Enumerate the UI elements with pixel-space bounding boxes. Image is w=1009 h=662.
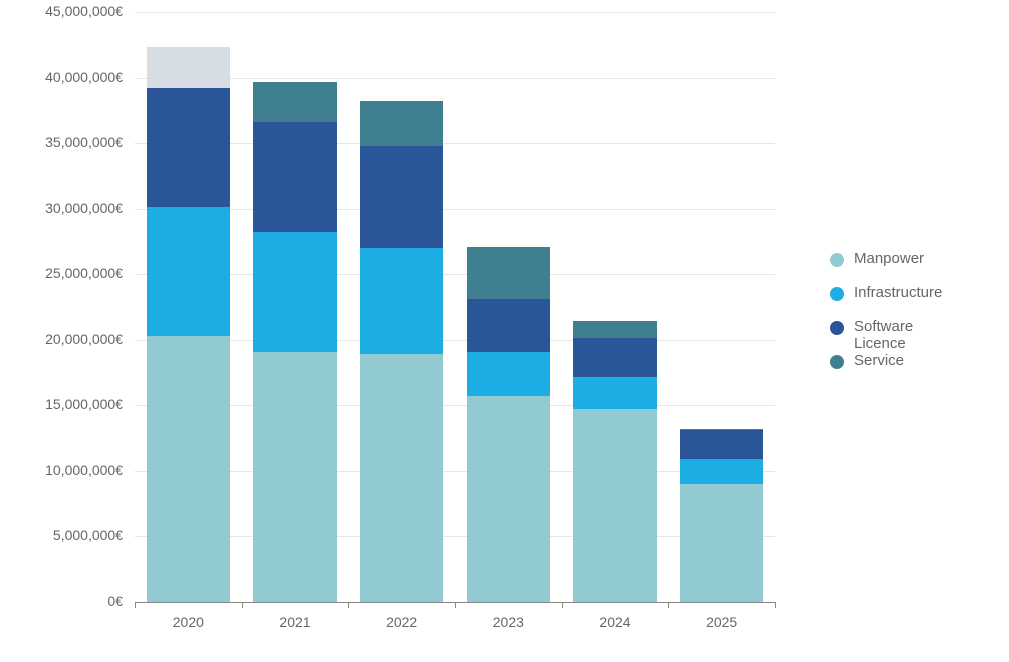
bar-group: [467, 247, 550, 602]
y-axis-label: 20,000,000€: [0, 331, 123, 347]
bar-segment-software_licence: [253, 122, 336, 232]
x-tick: [775, 602, 776, 608]
y-axis-label: 40,000,000€: [0, 69, 123, 85]
stacked-bar-chart: 0€ 5,000,000€ 10,000,000€ 15,000,000€ 20,000…: [0, 0, 1009, 662]
x-axis-label: 2022: [348, 614, 455, 630]
bar-segment-infrastructure: [467, 352, 550, 397]
gridline: [135, 471, 775, 472]
y-axis-label: 25,000,000€: [0, 265, 123, 281]
bar-segment-infrastructure: [253, 232, 336, 351]
x-axis-label: 2021: [242, 614, 349, 630]
bar-segment-manpower: [573, 409, 656, 602]
bar-segment-service: [360, 101, 443, 146]
bar-segment-manpower: [253, 352, 336, 602]
bar-segment-software_licence: [360, 146, 443, 248]
y-axis-label: 0€: [0, 593, 123, 609]
bar-segment-infrastructure: [573, 377, 656, 410]
bar-group: [680, 429, 763, 602]
bar-segment-software_licence: [680, 430, 763, 459]
bar-segment-service: [253, 82, 336, 123]
x-tick: [455, 602, 456, 608]
gridline: [135, 78, 775, 79]
bar-segment-manpower: [680, 484, 763, 602]
legend-swatch: [830, 253, 844, 267]
x-axis-label: 2020: [135, 614, 242, 630]
bar-group: [147, 47, 230, 602]
gridline: [135, 209, 775, 210]
x-axis-label: 2024: [562, 614, 669, 630]
bar-segment-manpower: [467, 396, 550, 602]
bar-segment-software_licence: [573, 338, 656, 376]
y-axis-label: 10,000,000€: [0, 462, 123, 478]
bar-segment-service: [573, 321, 656, 338]
legend-swatch: [830, 355, 844, 369]
legend-label: Software Licence: [854, 318, 913, 352]
y-axis-label: 30,000,000€: [0, 200, 123, 216]
bar-segment-service: [467, 247, 550, 299]
gridline: [135, 536, 775, 537]
bar-segment-other: [147, 47, 230, 88]
bar-segment-software_licence: [467, 299, 550, 351]
bar-group: [360, 101, 443, 602]
gridline: [135, 340, 775, 341]
legend-swatch: [830, 321, 844, 335]
y-axis-label: 35,000,000€: [0, 134, 123, 150]
x-axis-label: 2023: [455, 614, 562, 630]
bar-segment-infrastructure: [680, 459, 763, 484]
bar-segment-infrastructure: [147, 207, 230, 335]
bar-segment-service: [680, 429, 763, 430]
y-axis-label: 45,000,000€: [0, 3, 123, 19]
x-tick: [668, 602, 669, 608]
gridline: [135, 405, 775, 406]
legend-label: Infrastructure: [854, 284, 942, 301]
gridline: [135, 143, 775, 144]
y-axis-label: 15,000,000€: [0, 396, 123, 412]
bar-group: [253, 82, 336, 603]
x-tick: [242, 602, 243, 608]
gridline: [135, 274, 775, 275]
bar-segment-manpower: [147, 336, 230, 602]
bar-segment-infrastructure: [360, 248, 443, 354]
x-tick: [562, 602, 563, 608]
y-axis-label: 5,000,000€: [0, 527, 123, 543]
plot-area: 0€5,000,000€10,000,000€15,000,000€20,000…: [135, 12, 775, 602]
x-axis-label: 2025: [668, 614, 775, 630]
bar-segment-manpower: [360, 354, 443, 602]
legend-swatch: [830, 287, 844, 301]
legend-label: Service: [854, 352, 904, 369]
bar-group: [573, 321, 656, 602]
legend-label: Manpower: [854, 250, 924, 267]
gridline: [135, 12, 775, 13]
x-tick: [135, 602, 136, 608]
x-tick: [348, 602, 349, 608]
bar-segment-software_licence: [147, 88, 230, 207]
